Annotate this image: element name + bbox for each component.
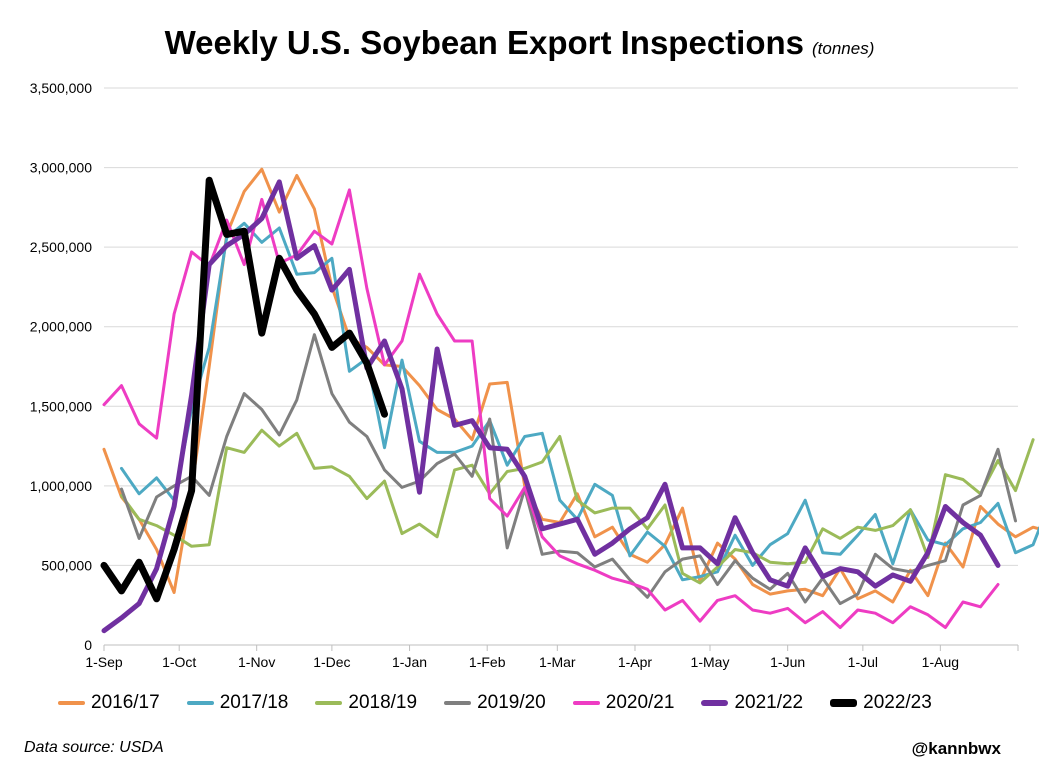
x-tick-label: 1-Sep (85, 654, 123, 670)
series-line-2020-21 (102, 188, 1000, 629)
y-tick-label: 1,500,000 (30, 398, 92, 414)
legend-item-2020-21: 2020/21 (572, 692, 675, 714)
legend-item-2017-18: 2017/18 (186, 692, 289, 714)
legend-label: 2020/21 (605, 692, 675, 713)
series-line-2018-19 (120, 428, 1035, 585)
title-text: Weekly U.S. Soybean Export Inspections (164, 24, 805, 61)
y-tick-label: 3,500,000 (30, 80, 92, 96)
y-tick-label: 3,000,000 (30, 160, 92, 176)
legend-item-2016-17: 2016/17 (58, 692, 160, 714)
legend-label: 2022/23 (863, 692, 932, 713)
title-unit: (tonnes) (812, 39, 875, 58)
x-tick-label: 1-May (691, 654, 730, 670)
plot-area: 0 500,000 1,000,000 1,500,000 2,000,000 2,500… (30, 80, 1039, 670)
legend-label: 2018/19 (348, 692, 418, 713)
legend-item-2022-23: 2022/23 (830, 692, 932, 714)
x-tick-label: 1-Jan (392, 654, 427, 670)
legend-swatch (58, 701, 85, 705)
legend-label: 2016/17 (91, 692, 160, 713)
legend-label: 2019/20 (477, 692, 546, 713)
tick-label-layer: 0 500,000 1,000,000 1,500,000 2,000,000 2,500… (30, 80, 959, 670)
series-line-2019-20 (120, 333, 1017, 606)
legend-label: 2017/18 (219, 692, 289, 713)
legend-swatch (572, 701, 600, 705)
data-source-note: Data source: USDA (24, 739, 164, 756)
y-tick-label: 500,000 (41, 557, 92, 573)
legend-swatch (701, 700, 729, 706)
x-tick-label: 1-Oct (162, 654, 196, 670)
x-tick-label: 1-Jun (770, 654, 805, 670)
y-tick-label: 1,000,000 (30, 478, 92, 494)
axis-layer (103, 644, 1019, 651)
legend-swatch (830, 699, 858, 707)
legend-item-2019-20: 2019/20 (444, 692, 546, 714)
grid-layer (104, 87, 1018, 566)
y-tick-label: 2,500,000 (30, 239, 92, 255)
legend-label: 2021/22 (734, 692, 804, 713)
x-tick-label: 1-Dec (313, 654, 350, 670)
legend-item-2018-19: 2018/19 (315, 692, 417, 714)
series-layer (100, 167, 1039, 634)
x-tick-label: 1-Nov (238, 654, 275, 670)
series-line-2016-17 (102, 167, 1039, 604)
x-tick-label: 1-Feb (469, 654, 506, 670)
y-tick-label: 0 (84, 637, 92, 653)
y-tick-label: 2,000,000 (30, 319, 92, 335)
x-tick-label: 1-Mar (539, 654, 576, 670)
x-tick-label: 1-Apr (618, 654, 653, 670)
series-line-2021-22 (101, 179, 1001, 634)
legend-item-2021-22: 2021/22 (701, 692, 803, 714)
x-tick-label: 1-Jul (848, 654, 878, 670)
legend: 2016/17 2017/18 2018/19 2019/20 2020/21 2021/… (58, 692, 959, 714)
x-tick-label: 1-Aug (922, 654, 959, 670)
legend-swatch (315, 701, 343, 705)
series-line-2022-23 (100, 176, 388, 603)
chart-title: Weekly U.S. Soybean Export Inspections (t… (0, 24, 1039, 62)
author-handle: @kannbwx (911, 739, 1001, 758)
legend-swatch (444, 701, 472, 705)
legend-swatch (186, 701, 214, 705)
